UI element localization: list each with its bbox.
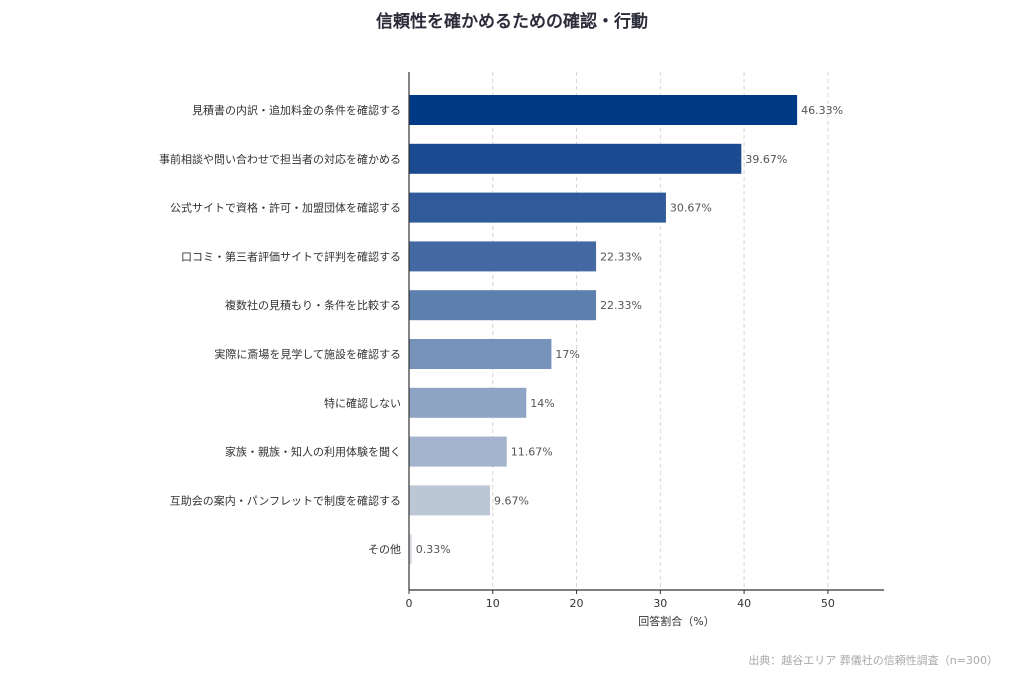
data-label: 17% [555, 348, 579, 361]
chart-title: 信頼性を確かめるための確認・行動 [376, 12, 648, 32]
x-tick-label: 40 [737, 597, 751, 610]
bar [409, 339, 552, 369]
bar [409, 436, 507, 467]
data-label: 14% [530, 397, 554, 410]
category-label: 口コミ・第三者評価サイトで評判を確認する [181, 249, 401, 263]
category-label: 互助会の案内・パンフレットで制度を確認する [170, 493, 401, 507]
bar [409, 95, 798, 125]
bar [409, 192, 666, 223]
category-label: 見積書の内訳・追加料金の条件を確認する [192, 103, 401, 117]
data-label: 22.33% [600, 299, 642, 312]
category-label: 家族・親族・知人の利用体験を聞く [225, 445, 401, 459]
category-label: 公式サイトで資格・許可・加盟団体を確認する [170, 201, 401, 215]
data-label: 46.33% [801, 104, 843, 117]
bar [409, 387, 527, 418]
category-label: 実際に斎場を見学して施設を確認する [214, 347, 401, 361]
category-label: 事前相談や問い合わせで担当者の対応を確かめる [159, 152, 401, 166]
category-label: その他 [368, 543, 401, 556]
data-label: 30.67% [670, 202, 712, 215]
data-label: 39.67% [745, 153, 787, 166]
data-label: 22.33% [600, 250, 642, 263]
data-label: 9.67% [494, 494, 529, 507]
bars [409, 95, 798, 565]
source-note: 出典：越谷エリア 葬儀社の信頼性調査（n=300） [748, 654, 998, 667]
x-tick-label: 10 [486, 597, 500, 610]
bar [409, 241, 597, 272]
data-label: 0.33% [416, 543, 451, 556]
data-label: 11.67% [511, 446, 553, 459]
x-tick-label: 50 [821, 597, 835, 610]
category-label: 複数社の見積もり・条件を比較する [225, 298, 401, 312]
x-tick-label: 20 [570, 597, 584, 610]
axes: 0 10 20 30 40 50 見積書の内訳・追加料金の条件を確認する 46.33% 事前相談… [159, 72, 884, 610]
bar [409, 534, 412, 565]
x-tick-label: 30 [653, 597, 667, 610]
bar [409, 485, 491, 516]
bar [409, 143, 742, 174]
category-label: 特に確認しない [324, 396, 401, 410]
bar [409, 290, 597, 321]
x-axis-label: 回答割合（%） [638, 614, 714, 628]
x-tick-label: 0 [406, 597, 413, 610]
